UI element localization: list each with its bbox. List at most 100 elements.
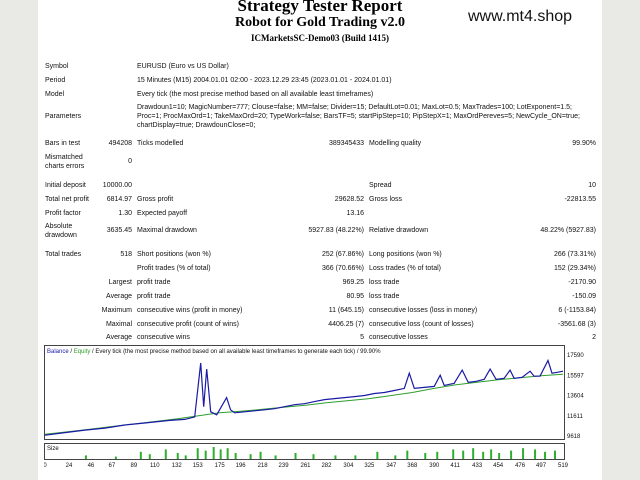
absdd-label-1: Absolute [45,223,73,230]
x-tick-label: 497 [536,463,547,469]
mismatched-label-2: charts errors [45,163,85,170]
maximal-label: Maximal [105,321,132,328]
x-tick-label: 368 [407,463,418,469]
size-bar [274,455,277,459]
largest-loss-value: -2170.90 [568,279,596,286]
pf-label: Profit factor [45,210,81,217]
size-bar [510,450,513,459]
size-bar [184,455,187,459]
x-tick-label: 325 [364,463,375,469]
initial-value: 10000.00 [102,182,132,189]
chart-legend: Balance / Equity / Every tick (the most … [47,349,381,355]
x-tick-label: 110 [150,463,160,469]
params-line-2: Proc=1; ProcMaxOrd=1; TakeMaxOrd=20; Typ… [137,113,580,120]
size-bar [204,450,207,459]
size-bar [406,450,409,459]
spread-value: 10 [588,182,596,189]
legend-equity: Equity [74,349,91,355]
balance-chart: 17590 15597 13604 11611 9618 Balance / Equit… [44,345,584,440]
grossprofit-label: Gross profit [137,196,174,203]
size-bar [139,451,142,459]
server-name: ICMarketsSC-Demo03 (Build 1415) [251,33,389,43]
cons-wins-money-label: consecutive wins (profit in money) [137,307,243,314]
y-tick-label: 9618 [567,434,581,440]
x-tick-label: 196 [236,463,247,469]
cons-profit-count-value: 4406.25 (7) [328,321,364,328]
size-bar [234,453,237,459]
x-tick-label: 67 [109,463,116,469]
watermark: www.mt4.shop [468,8,573,25]
symbol-label: Symbol [45,63,69,70]
robot-name: Robot for Gold Trading v2.0 [235,15,405,30]
size-bar [354,455,357,459]
loss-trades-value: 152 (29.34%) [553,265,596,272]
size-bar [334,455,337,459]
x-tick-label: 390 [429,463,440,469]
netprofit-label: Total net profit [45,196,89,203]
size-bar [522,448,525,459]
size-bar [294,453,297,459]
reldd-value: 48.22% (5927.83) [540,227,596,234]
size-bar [114,456,117,459]
largest-loss-label: loss trade [369,279,400,286]
report-title: Strategy Tester Report [237,0,403,15]
x-tick-label: 46 [88,463,95,469]
x-tick-label: 89 [130,463,137,469]
ticks-label: Ticks modelled [137,140,184,147]
x-tick-label: 132 [172,463,183,469]
balance-line [44,358,564,436]
size-bar [482,451,485,459]
x-tick-label: 304 [343,463,354,469]
absdd-value: 3635.45 [106,227,132,234]
ticks-value: 389345433 [328,140,364,147]
largest-label: Largest [108,279,132,286]
size-bar [452,449,455,459]
x-tick-label: 175 [215,463,226,469]
size-bar [394,455,397,459]
size-bar [249,454,252,459]
short-value: 252 (67.86%) [321,251,364,258]
loss-trades-label: Loss trades (% of total) [369,265,441,272]
x-tick-label: 433 [472,463,483,469]
y-tick-label: 17590 [567,353,584,359]
size-bar [554,450,557,459]
long-value: 266 (73.31%) [553,251,596,258]
pf-value: 1.30 [118,210,132,217]
long-label: Long positions (won %) [369,251,442,258]
symbol-value: EURUSD (Euro vs US Dollar) [137,63,229,70]
initial-label: Initial deposit [45,182,86,189]
y-tick-label: 13604 [567,394,584,400]
size-bar [259,451,262,459]
avg-cons-wins-label: consecutive wins [137,334,190,341]
bars-value: 494208 [108,140,132,147]
size-bar [472,448,475,459]
size-bar [148,454,151,459]
avg-cons-losses-label: consecutive losses [369,334,428,341]
size-bar [436,451,439,459]
y-tick-label: 15597 [567,373,584,379]
size-chart: Size 0 24 46 67 89 110 132 153 175 196 218 239 261 28… [44,443,569,469]
params-line-1: Drawdoun1=10; MagicNumber=777; Clouse=fa… [137,104,572,111]
size-bar [212,447,215,459]
size-bar [176,453,179,459]
maxdd-value: 5927.83 (48.22%) [308,227,364,234]
size-bar [424,453,427,459]
trades-value: 518 [120,251,132,258]
model-value: Every tick (the most precise method base… [137,91,374,98]
largest-profit-value: 969.25 [342,279,364,286]
mismatched-label-1: Mismatched [45,154,83,161]
profit-trades-value: 366 (70.66%) [321,265,364,272]
average-label: Average [106,293,132,300]
grossloss-label: Gross loss [369,196,403,203]
average-profit-value: 80.95 [346,293,364,300]
size-bar [164,449,167,459]
trades-label: Total trades [45,251,82,258]
spread-label: Spread [369,182,392,189]
x-tick-label: 454 [493,463,504,469]
cons-losses-money-value: 6 (-1153.84) [558,307,596,314]
size-bar [196,448,199,459]
model-label: Model [45,91,65,98]
y-tick-label: 11611 [567,414,583,420]
cons-loss-count-label: consecutive loss (count of losses) [369,321,474,328]
legend-separator: / [69,349,74,355]
